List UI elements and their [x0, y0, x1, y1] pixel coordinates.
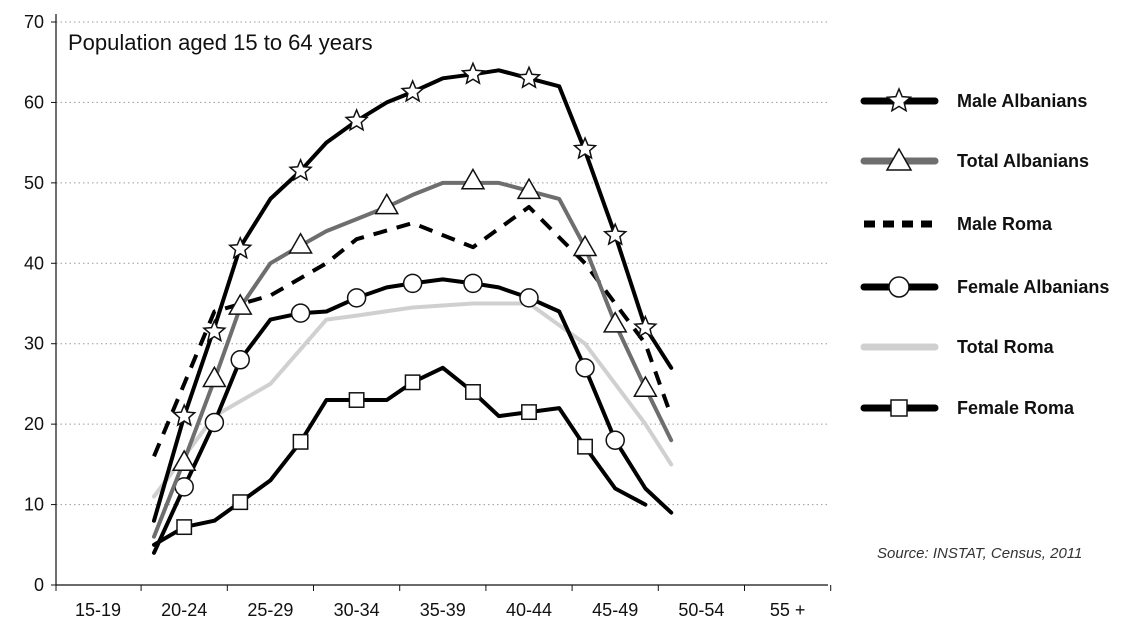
legend-label: Male Roma [957, 214, 1053, 234]
square-marker [292, 433, 309, 450]
legend-label: Total Albanians [957, 151, 1089, 171]
legend-label: Male Albanians [957, 91, 1087, 111]
series-line [152, 277, 674, 555]
square-marker [232, 494, 249, 511]
legend-item: Total Albanians [860, 147, 1089, 171]
triangle-marker [288, 232, 313, 254]
square-marker [890, 399, 908, 417]
star-marker [171, 403, 197, 427]
square-marker [176, 519, 193, 536]
star-marker [885, 87, 913, 113]
star-marker [633, 314, 658, 339]
circle-marker [519, 288, 539, 308]
star-marker [202, 318, 227, 343]
square-marker [404, 374, 421, 391]
y-tick-label: 10 [24, 495, 44, 515]
legend-item: Total Roma [860, 337, 1055, 357]
source-note: Source: INSTAT, Census, 2011 [877, 545, 1082, 562]
series-lines [152, 61, 674, 555]
x-tick-label: 30-34 [334, 600, 380, 620]
y-tick-label: 60 [24, 92, 44, 112]
star-marker [227, 235, 253, 260]
square-marker [348, 392, 365, 408]
star-marker [460, 61, 486, 85]
triangle-marker [202, 365, 227, 388]
legend-item: Male Albanians [860, 87, 1087, 113]
circle-marker [888, 276, 910, 298]
series-male-roma [152, 205, 674, 458]
star-marker [288, 157, 313, 182]
triangle-marker [516, 177, 542, 200]
gridlines [56, 21, 828, 506]
axes: 0 10 20 30 40 50 60 70 15-19 20-24 25-29 30-34 35-39… [24, 12, 832, 620]
series-female-roma [152, 365, 648, 547]
square-marker [465, 384, 481, 400]
legend: Male Albanians Total Albanians Male Roma Fe… [860, 87, 1109, 418]
y-tick-label: 20 [24, 414, 44, 434]
circle-marker [463, 273, 483, 294]
x-tick-label: 55 + [770, 600, 806, 620]
series-line [152, 205, 674, 458]
legend-label: Female Roma [957, 398, 1075, 418]
series-total-roma [152, 301, 674, 499]
y-tick-label: 70 [24, 12, 44, 32]
x-tick-label: 35-39 [420, 600, 466, 620]
star-marker [516, 65, 542, 89]
star-marker [602, 222, 628, 246]
x-tick-label: 15-19 [75, 600, 121, 620]
circle-marker [402, 273, 423, 294]
legend-item: Male Roma [864, 214, 1053, 234]
x-tick-label: 50-54 [678, 600, 724, 620]
x-tick-label: 25-29 [247, 600, 293, 620]
series-total-albanians [152, 167, 674, 539]
x-tick-label: 45-49 [592, 600, 638, 620]
star-marker [344, 107, 369, 132]
legend-item: Female Roma [860, 398, 1075, 418]
x-tick-label: 40-44 [506, 600, 552, 620]
triangle-marker [460, 167, 486, 190]
series-male-albanians [152, 61, 674, 523]
circle-marker [230, 350, 250, 370]
circle-marker [346, 288, 367, 308]
square-marker [577, 438, 593, 455]
legend-label: Total Roma [957, 337, 1055, 357]
square-marker [521, 404, 537, 421]
triangle-marker [885, 147, 913, 171]
circle-marker [575, 358, 595, 378]
triangle-marker [572, 234, 598, 257]
series-female-albanians [152, 273, 674, 555]
triangle-marker [227, 293, 253, 315]
y-tick-label: 50 [24, 173, 44, 193]
series-line [152, 68, 674, 523]
y-tick-label: 0 [34, 575, 44, 595]
star-marker [572, 136, 598, 160]
legend-item: Female Albanians [860, 276, 1109, 298]
triangle-marker [374, 192, 400, 215]
legend-label: Female Albanians [957, 277, 1109, 297]
series-line [152, 301, 674, 499]
chart-title: Population aged 15 to 64 years [68, 30, 373, 55]
circle-marker [204, 412, 225, 433]
circle-marker [605, 430, 625, 450]
x-tick-label: 20-24 [161, 600, 207, 620]
triangle-marker [602, 311, 628, 333]
y-tick-label: 40 [24, 253, 44, 273]
triangle-marker [633, 375, 658, 397]
triangle-marker [171, 449, 197, 471]
circle-marker [290, 303, 311, 323]
y-tick-label: 30 [24, 334, 44, 354]
star-marker [400, 79, 425, 103]
